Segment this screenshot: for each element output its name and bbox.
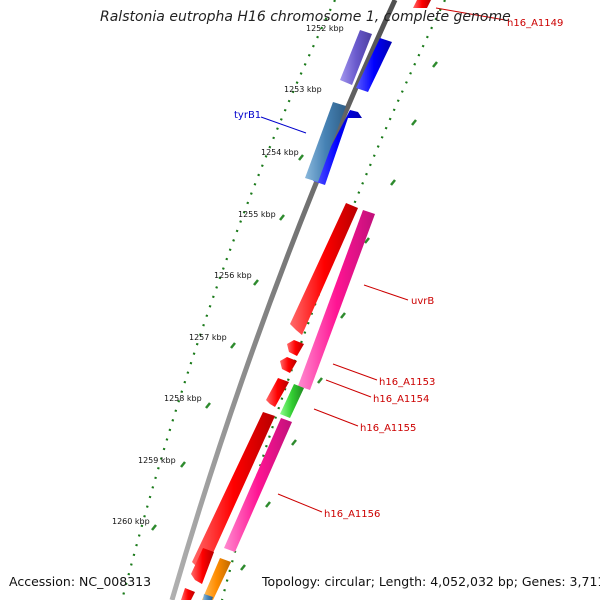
gene-tyrb1-partner[interactable] <box>313 110 362 185</box>
label-leader-lines <box>260 7 506 513</box>
kbp-tick-label: 1257 kbp <box>189 333 227 342</box>
gene-blue-1[interactable] <box>356 38 392 92</box>
gene-h16-a1154[interactable] <box>280 357 297 373</box>
kbp-tick-label: 1256 kbp <box>214 271 252 280</box>
genes-forward-strand <box>202 0 431 600</box>
gene-h16-a1156-pink[interactable] <box>224 418 292 552</box>
kbp-tick-label: 1260 kbp <box>112 517 150 526</box>
accession-text: Accession: NC_008313 <box>9 574 152 589</box>
kbp-tick-label: 1252 kbp <box>306 24 344 33</box>
chromosome-backbone <box>169 0 398 600</box>
gene-label-h16-a1156[interactable]: h16_A1156 <box>324 509 380 520</box>
kbp-tick-label: 1259 kbp <box>138 456 176 465</box>
kbp-tick-label: 1253 kbp <box>284 85 322 94</box>
gene-label-h16-a1154[interactable]: h16_A1154 <box>373 394 429 405</box>
gene-label-h16-a1155[interactable]: h16_A1155 <box>360 423 416 434</box>
gene-orange[interactable] <box>202 558 231 600</box>
genes-reverse-strand <box>181 30 372 600</box>
gene-red-mid[interactable] <box>266 378 289 407</box>
gene-label-h16-a1149[interactable]: h16_A1149 <box>507 18 563 29</box>
gene-steel-bottom[interactable] <box>203 594 213 600</box>
gene-red-bottom[interactable] <box>181 588 195 600</box>
gene-h16-a1153[interactable] <box>287 340 304 356</box>
kbp-tick-label: 1255 kbp <box>238 210 276 219</box>
gene-red-small[interactable] <box>191 548 214 584</box>
kbp-tick-labels: 1252 kbp 1253 kbp 1254 kbp 1255 kbp 1256… <box>112 24 344 526</box>
gene-labels: h16_A1149 tyrB1 uvrB h16_A1153 h16_A1154… <box>234 18 563 520</box>
gene-uvrb-pink[interactable] <box>298 210 375 390</box>
gene-label-h16-a1153[interactable]: h16_A1153 <box>379 377 435 388</box>
gene-h16-a1155[interactable] <box>280 384 304 418</box>
genome-summary-text: Topology: circular; Length: 4,052,032 bp… <box>262 574 600 589</box>
map-title: Ralstonia eutropha H16 chromosome 1, com… <box>100 9 511 25</box>
gene-slate[interactable] <box>340 30 372 85</box>
dotted-track-inner <box>120 0 336 600</box>
gene-h16-a1149[interactable] <box>413 0 431 8</box>
gene-uvrb[interactable] <box>290 203 358 335</box>
kbp-tick-label: 1254 kbp <box>261 148 299 157</box>
gene-red-long[interactable] <box>192 412 275 573</box>
gene-label-uvrb[interactable]: uvrB <box>411 296 434 307</box>
gene-label-tyrb1[interactable]: tyrB1 <box>234 110 261 121</box>
kbp-tick-label: 1258 kbp <box>164 394 202 403</box>
gene-tyrb1[interactable] <box>305 102 346 182</box>
minor-ticks <box>151 61 438 571</box>
